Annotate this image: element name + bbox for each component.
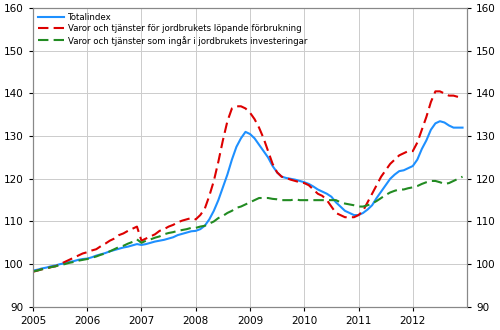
Totalindex (30, 269, 36, 273)
Totalindex (460, 126, 466, 130)
Totalindex (247, 132, 253, 136)
Totalindex (437, 119, 443, 123)
Varor och tjänster som ingår i jordbrukets investeringar (260, 196, 266, 200)
Varor och tjänster som ingår i jordbrukets investeringar (30, 269, 36, 273)
Varor och tjänster som ingår i jordbrukets investeringar (152, 236, 158, 240)
Varor och tjänster för jordbrukets löpande förbrukning (260, 136, 266, 140)
Varor och tjänster för jordbrukets löpande förbrukning (247, 111, 253, 115)
Varor och tjänster som ingår i jordbrukets investeringar (460, 175, 466, 179)
Varor och tjänster som ingår i jordbrukets investeringar (88, 256, 94, 260)
Varor och tjänster som ingår i jordbrukets investeringar (247, 200, 253, 204)
Varor och tjänster för jordbrukets löpande förbrukning (432, 89, 438, 93)
Varor och tjänster som ingår i jordbrukets investeringar (216, 216, 222, 220)
Varor och tjänster för jordbrukets löpande förbrukning (216, 160, 222, 164)
Varor och tjänster för jordbrukets löpande förbrukning (30, 270, 36, 274)
Totalindex (424, 139, 430, 143)
Varor och tjänster för jordbrukets löpande förbrukning (460, 94, 466, 98)
Line: Totalindex: Totalindex (33, 121, 462, 271)
Line: Varor och tjänster för jordbrukets löpande förbrukning: Varor och tjänster för jordbrukets löpan… (33, 91, 462, 272)
Totalindex (216, 198, 222, 202)
Line: Varor och tjänster som ingår i jordbrukets investeringar: Varor och tjänster som ingår i jordbruke… (33, 177, 462, 271)
Totalindex (152, 240, 158, 244)
Legend: Totalindex, Varor och tjänster för jordbrukets löpande förbrukning, Varor och tj: Totalindex, Varor och tjänster för jordb… (36, 11, 310, 48)
Totalindex (88, 255, 94, 259)
Varor och tjänster för jordbrukets löpande förbrukning (88, 248, 94, 252)
Totalindex (260, 149, 266, 153)
Varor och tjänster som ingår i jordbrukets investeringar (424, 180, 430, 184)
Varor och tjänster för jordbrukets löpande förbrukning (152, 232, 158, 236)
Varor och tjänster för jordbrukets löpande förbrukning (424, 115, 430, 119)
